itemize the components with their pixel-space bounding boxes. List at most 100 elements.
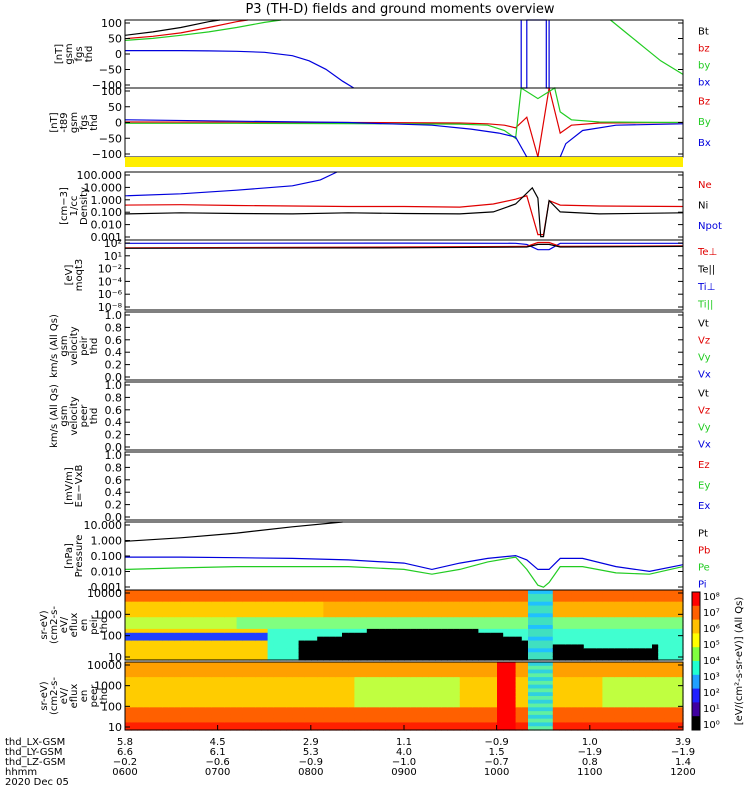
heatmap-cell: [466, 636, 473, 642]
legend-Pe: Pe: [698, 563, 710, 574]
heatmap-cell: [627, 688, 634, 693]
heatmap-cell: [218, 632, 225, 638]
xaxis-value: 0.8: [582, 757, 598, 768]
heatmap-cell: [273, 662, 281, 667]
heatmap-cell: [664, 692, 672, 697]
heatmap-cell: [540, 673, 548, 678]
heatmap-cell: [478, 605, 486, 611]
heatmap-cell: [255, 688, 262, 693]
heatmap-cell: [583, 652, 591, 657]
heatmap-cell: [187, 632, 194, 638]
heatmap-cell: [280, 726, 287, 731]
heatmap-cell: [676, 597, 684, 603]
heatmap-cell: [174, 703, 182, 708]
heatmap-cell: [670, 652, 678, 657]
heatmap-cell: [577, 662, 585, 667]
heatmap-cell: [571, 718, 579, 724]
heatmap-cell: [187, 590, 194, 595]
heatmap-cell: [490, 617, 498, 622]
heatmap-cell: [261, 644, 269, 649]
heatmap-cell: [174, 636, 182, 642]
heatmap-cell: [230, 696, 238, 701]
heatmap-cell: [354, 609, 362, 614]
heatmap-cell: [497, 696, 504, 701]
ytick-label: 0.8: [105, 461, 123, 474]
heatmap-cell: [292, 665, 300, 671]
heatmap-cell: [596, 699, 603, 705]
heatmap-cell: [286, 590, 293, 595]
heatmap-cell: [311, 609, 318, 614]
heatmap-cell: [664, 714, 672, 720]
heatmap-cell: [180, 711, 188, 716]
heatmap-cell: [497, 652, 504, 657]
heatmap-cell: [143, 601, 151, 607]
heatmap-cell: [143, 613, 151, 618]
heatmap-cell: [515, 692, 523, 697]
heatmap-cell: [534, 699, 541, 705]
heatmap-cell: [484, 593, 492, 599]
heatmap-cell: [521, 714, 529, 720]
ytick-label: 1.000: [91, 535, 123, 548]
heatmap-cell: [236, 665, 244, 671]
heatmap-cell: [621, 613, 628, 618]
heatmap-cell: [342, 640, 349, 646]
heatmap-cell: [162, 669, 169, 674]
heatmap-cell: [360, 707, 368, 712]
heatmap-cell: [596, 640, 603, 646]
heatmap-cell: [125, 703, 132, 708]
heatmap-cell: [143, 665, 151, 671]
heatmap-cell: [286, 699, 293, 705]
heatmap-cell: [242, 726, 250, 731]
heatmap-cell: [168, 625, 176, 630]
heatmap-cell: [478, 718, 486, 724]
heatmap-cell: [583, 632, 591, 638]
heatmap-cell: [472, 680, 479, 686]
heatmap-cell: [596, 597, 603, 603]
heatmap-cell: [373, 726, 380, 731]
heatmap-cell: [416, 590, 424, 595]
heatmap-cell: [156, 590, 163, 595]
heatmap-cell: [552, 628, 560, 634]
heatmap-cell: [292, 688, 300, 693]
heatmap-cell: [273, 640, 281, 646]
heatmap-cell: [639, 632, 647, 638]
heatmap-cell: [342, 684, 349, 690]
heatmap-cell: [397, 593, 405, 599]
heatmap-cell: [559, 601, 566, 607]
colorbar-tick: 10⁰: [703, 720, 720, 731]
heatmap-cell: [180, 648, 188, 653]
heatmap-cell: [242, 644, 250, 649]
heatmap-cell: [621, 699, 628, 705]
heatmap-cell: [509, 613, 517, 618]
heatmap-cell: [596, 718, 603, 724]
heatmap-cell: [676, 696, 684, 701]
heatmap-cell: [255, 597, 262, 603]
heatmap-cell: [596, 688, 603, 693]
heatmap-cell: [565, 640, 572, 646]
heatmap-cell: [577, 677, 585, 682]
heatmap-cell: [608, 621, 616, 626]
heatmap-cell: [621, 609, 628, 614]
heatmap-cell: [168, 714, 176, 720]
heatmap-cell: [379, 601, 386, 607]
heatmap-cell: [583, 680, 591, 686]
heatmap-cell: [397, 677, 405, 682]
ytick-label: 0.2: [105, 359, 123, 372]
heatmap-cell: [441, 652, 448, 657]
heatmap-cell: [540, 665, 548, 671]
heatmap-cell: [249, 662, 256, 667]
heatmap-cell: [484, 718, 492, 724]
heatmap-cell: [255, 593, 262, 599]
heatmap-cell: [137, 703, 145, 708]
heatmap-cell: [298, 684, 306, 690]
heatmap-cell: [670, 593, 678, 599]
heatmap-cell: [447, 609, 455, 614]
heatmap-cell: [565, 636, 572, 642]
heatmap-cell: [596, 593, 603, 599]
heatmap-cell: [273, 648, 281, 653]
heatmap-cell: [360, 613, 368, 618]
heatmap-cell: [397, 597, 405, 603]
xaxis-value: 0900: [391, 767, 416, 778]
heatmap-cell: [602, 636, 610, 642]
